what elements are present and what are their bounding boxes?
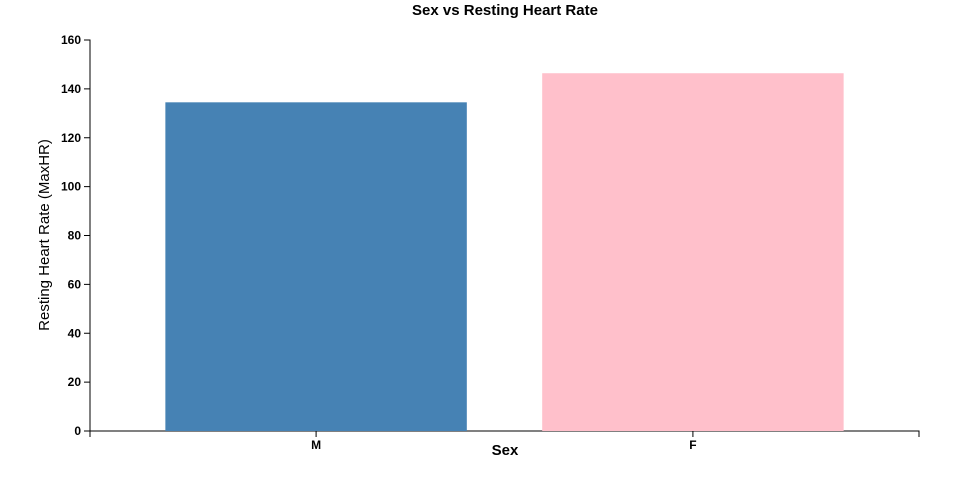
y-tick-label: 60 [68, 277, 82, 291]
y-axis-label: Resting Heart Rate (MaxHR) [36, 139, 53, 331]
bars [165, 73, 844, 432]
y-tick-label: 100 [61, 180, 81, 194]
y-tick-label: 160 [61, 33, 81, 47]
y-tick-label: 40 [68, 326, 82, 340]
y-tick-label: 20 [68, 375, 82, 389]
y-tick-label: 0 [74, 424, 81, 438]
x-axis-line [89, 430, 920, 437]
y-tick-label: 140 [61, 82, 81, 96]
x-axis-label: Sex [492, 442, 519, 459]
bar-m [165, 102, 467, 432]
chart-title: Sex vs Resting Heart Rate [412, 2, 598, 19]
y-tick-label: 80 [68, 229, 82, 243]
x-tick-label: F [689, 438, 696, 452]
x-tick-label: M [311, 438, 321, 452]
y-tick-label: 120 [61, 131, 81, 145]
y-axis: 0 20 40 60 80 100 120 140 160 [61, 33, 91, 438]
bar-f [542, 73, 844, 432]
